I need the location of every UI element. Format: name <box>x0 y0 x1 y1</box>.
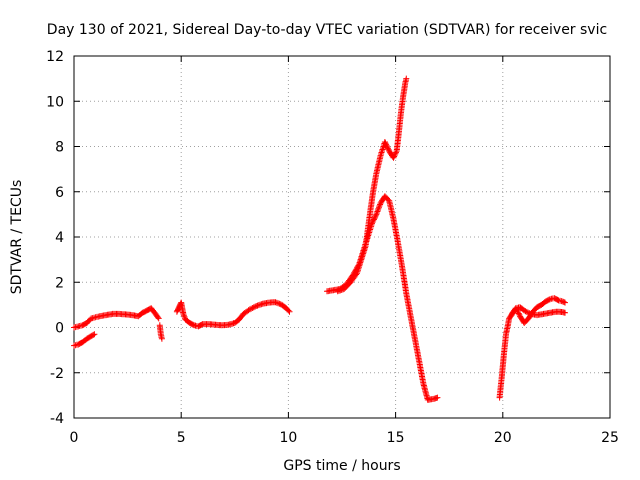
y-tick-label: 8 <box>55 140 64 156</box>
data-point <box>275 300 282 307</box>
x-tick-label: 5 <box>177 430 186 446</box>
x-axis-label: GPS time / hours <box>283 458 400 474</box>
data-point <box>526 310 533 317</box>
data-point <box>180 310 187 317</box>
data-point <box>250 304 257 311</box>
data-point <box>384 144 391 151</box>
data-point <box>371 215 378 222</box>
x-tick-label: 20 <box>494 430 512 446</box>
data-point <box>181 313 188 320</box>
data-series <box>71 75 568 403</box>
data-point <box>372 212 379 219</box>
data-point <box>90 331 97 338</box>
x-tick-label: 25 <box>601 430 619 446</box>
data-point <box>155 315 162 322</box>
y-tick-labels: -4 -2 0 2 4 6 8 10 12 <box>46 49 64 427</box>
chart-title: Day 130 of 2021, Sidereal Day-to-day VTE… <box>47 22 607 38</box>
data-point <box>384 145 391 152</box>
data-point <box>562 299 568 306</box>
grid-lines <box>74 56 610 418</box>
data-point <box>353 271 360 278</box>
data-point <box>523 308 530 315</box>
y-tick-label: 0 <box>55 321 64 337</box>
data-point <box>91 331 98 338</box>
y-tick-label: 10 <box>46 94 64 110</box>
data-point <box>248 305 255 312</box>
data-point <box>521 307 528 314</box>
y-tick-label: 6 <box>55 185 64 201</box>
y-axis-label: SDTVAR / TECUs <box>9 180 25 295</box>
data-point <box>376 202 383 209</box>
data-point <box>385 196 392 203</box>
data-point <box>562 309 568 316</box>
y-tick-label: 4 <box>55 230 64 246</box>
y-tick-label: 12 <box>46 49 64 65</box>
x-tick-label: 15 <box>387 430 405 446</box>
data-point <box>392 150 399 157</box>
data-point <box>381 139 388 145</box>
data-point <box>403 75 410 82</box>
data-point <box>515 310 522 317</box>
data-point <box>372 214 379 220</box>
data-point <box>286 308 293 315</box>
data-point <box>525 309 532 316</box>
data-point <box>285 307 292 314</box>
data-point <box>560 299 567 305</box>
data-point <box>249 305 256 311</box>
data-point <box>391 152 398 159</box>
x-tick-labels: 0 5 10 15 20 25 <box>70 430 619 446</box>
data-point <box>522 308 529 315</box>
data-point <box>158 335 165 342</box>
data-point <box>246 306 253 313</box>
x-tick-label: 0 <box>70 430 79 446</box>
data-point <box>154 314 161 321</box>
data-point <box>382 140 389 147</box>
y-tick-label: 2 <box>55 275 64 291</box>
data-point <box>393 149 399 156</box>
data-point <box>390 154 397 161</box>
y-tick-label: -4 <box>50 411 64 427</box>
x-tick-label: 10 <box>279 430 297 446</box>
data-point <box>434 394 441 401</box>
data-point <box>375 205 382 212</box>
y-tick-label: -2 <box>50 366 64 382</box>
data-point <box>391 153 398 160</box>
